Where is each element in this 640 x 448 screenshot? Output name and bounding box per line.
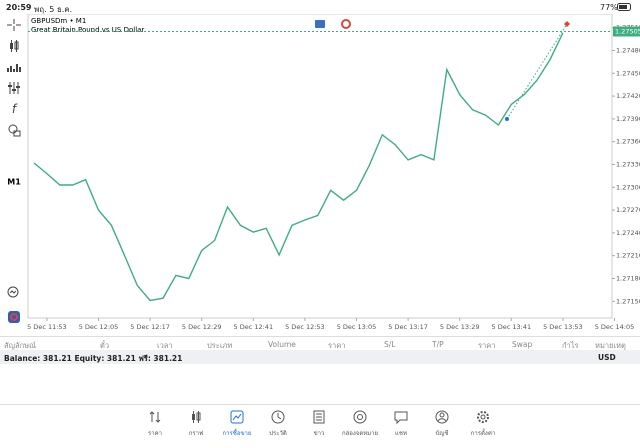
column-header: Swap (512, 340, 533, 349)
y-tick-label: 1.27480 (616, 46, 640, 54)
column-header: T/P (432, 340, 444, 349)
candles-tool[interactable] (6, 39, 22, 53)
tab[interactable]: บัญชี (422, 409, 462, 438)
crosshair-tool[interactable] (6, 18, 22, 32)
tab-label: กล่องจดหมาย (341, 430, 379, 437)
tab-label: บัญชี (435, 430, 449, 437)
x-tick-label: 5 Dec 13:53 (543, 323, 583, 331)
chart: GBPUSDm • M1 Great Britain Pound vs US D… (7, 14, 640, 331)
x-tick-label: 5 Dec 12:17 (130, 323, 170, 331)
x-tick-label: 5 Dec 12:41 (234, 323, 274, 331)
x-tick-label: 5 Dec 12:05 (79, 323, 119, 331)
tab-icon (477, 411, 489, 423)
timeframe-button[interactable]: M1 (7, 178, 21, 187)
tab-label: กราฟ (188, 430, 204, 437)
tab-label: ประวัติ (269, 430, 287, 437)
column-header: Volume (268, 340, 296, 349)
plot-frame (27, 14, 613, 319)
trade-open (505, 117, 509, 121)
x-tick-label: 5 Dec 14:05 (595, 323, 635, 331)
column-header: เวลา (157, 341, 173, 350)
tab-icon (353, 410, 367, 424)
current-price-label: 1.27505 (615, 27, 640, 35)
tab-label: แชท (395, 430, 407, 437)
symbol: GBPUSDm • M1 (31, 17, 86, 25)
x-tick-label: 5 Dec 11:53 (27, 323, 67, 331)
tab-bar: ราคา กราฟ การซื้อขาย ประวัติ ข่าว กล่องจดหมาย… (0, 404, 640, 448)
y-tick-label: 1.27420 (616, 92, 640, 100)
status-bar: 20:59 พฤ. 5 ธ.ค. 77% (0, 0, 640, 14)
tab[interactable]: ราคา (135, 409, 175, 438)
time: 20:59 (6, 3, 32, 12)
x-tick-label: 5 Dec 13:41 (492, 323, 532, 331)
column-header: S/L (384, 340, 396, 349)
currency: USD (598, 353, 616, 362)
balance-bar: Balance: 381.21 Equity: 381.21 ฟรี: 381.… (0, 350, 640, 364)
column-header: ตั๋ว (100, 341, 110, 350)
tab-label: การตั้งค่า (470, 430, 496, 437)
tab-icon (149, 411, 161, 423)
current-price-box (613, 26, 640, 37)
tab-label: การซื้อขาย (222, 430, 252, 437)
flag-icon[interactable] (315, 20, 325, 28)
balance-text: Balance: 381.21 Equity: 381.21 ฟรี: 381.… (4, 354, 183, 363)
svg-text:f: f (12, 102, 18, 116)
y-tick-label: 1.27450 (616, 69, 640, 77)
battery: 77% (600, 3, 618, 12)
y-tick-label: 1.27390 (616, 115, 640, 123)
positions-header: สัญลักษณ์ ตั๋ว เวลา ประเภท Volume ราคา S/L T/P ร… (0, 336, 640, 351)
column-header: สัญลักษณ์ (4, 341, 37, 350)
battery-icon (617, 3, 631, 11)
tab-icon (435, 410, 449, 424)
y-tick-label: 1.27240 (616, 229, 640, 237)
tab-label: ราคา (148, 430, 162, 437)
y-tick-label: 1.27330 (616, 160, 640, 168)
tab-icon (192, 411, 201, 423)
column-header: กำไร (562, 341, 579, 350)
x-tick-label: 5 Dec 13:29 (440, 323, 480, 331)
trade-line (506, 23, 568, 120)
y-tick-label: 1.27150 (616, 297, 640, 305)
column-header: ราคา (328, 341, 346, 350)
flag-icon[interactable] (341, 19, 351, 29)
tab[interactable]: กล่องจดหมาย (340, 409, 380, 438)
y-tick-label: 1.27210 (616, 252, 640, 260)
tab[interactable]: การซื้อขาย (217, 409, 257, 438)
indicators-tool[interactable] (6, 81, 22, 95)
function-tool[interactable]: f (6, 102, 22, 116)
zoom-tool[interactable] (6, 286, 22, 300)
tab[interactable]: ข่าว (299, 409, 339, 438)
tab[interactable]: แชท (381, 409, 421, 438)
broker-icon[interactable] (6, 310, 22, 324)
y-tick-label: 1.27360 (616, 138, 640, 146)
tab[interactable]: การตั้งค่า (463, 409, 503, 438)
price-line (33, 32, 564, 302)
column-header: หมายเหตุ (595, 341, 626, 350)
date: พฤ. 5 ธ.ค. (34, 5, 73, 14)
objects-tool[interactable] (6, 123, 22, 137)
y-tick-label: 1.27180 (616, 274, 640, 282)
x-tick-label: 5 Dec 13:17 (388, 323, 428, 331)
trade-marker (564, 21, 570, 27)
column-header: ราคา (478, 341, 496, 350)
tab-icon (271, 410, 285, 424)
y-tick-label: 1.27300 (616, 183, 640, 191)
column-header: ประเภท (207, 341, 233, 350)
bars-tool[interactable] (6, 60, 22, 74)
tab-label: ข่าว (313, 430, 325, 437)
tab-icon (394, 411, 408, 425)
x-tick-label: 5 Dec 12:29 (182, 323, 222, 331)
x-tick-label: 5 Dec 13:05 (337, 323, 377, 331)
tab-icon (230, 410, 244, 424)
tab[interactable]: ประวัติ (258, 409, 298, 438)
tab[interactable]: กราฟ (176, 409, 216, 438)
x-tick-label: 5 Dec 12:53 (285, 323, 325, 331)
y-tick-label: 1.27270 (616, 206, 640, 214)
tab-icon (313, 410, 325, 424)
symbol-description: Great Britain Pound vs US Dollar (31, 26, 144, 34)
